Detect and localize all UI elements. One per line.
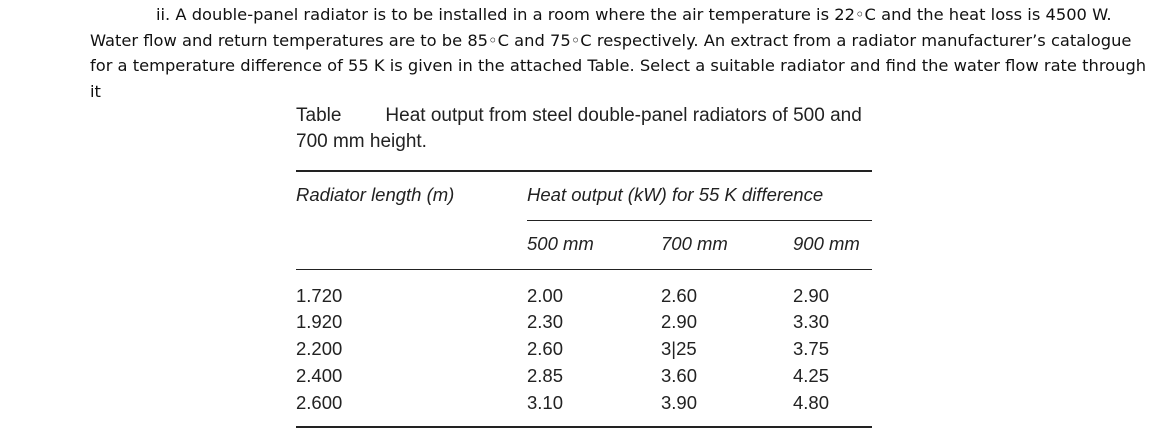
cell-output-700: 3.60 xyxy=(661,365,698,386)
cell-length: 2.200 xyxy=(296,338,343,359)
cell-output-900: 3.75 xyxy=(793,338,830,359)
cell-length: 2.600 xyxy=(296,392,343,413)
cell-output-500: 3.10 xyxy=(527,392,564,413)
cell-output-700: 2.60 xyxy=(661,285,698,306)
table-caption: Table Heat output from steel double-panel… xyxy=(296,103,896,155)
header-bottom-rule xyxy=(296,269,872,270)
cell-output-900: 4.25 xyxy=(793,365,830,386)
cell-output-700: 3|25 xyxy=(661,338,697,359)
header-radiator-length: Radiator length (m) xyxy=(296,184,455,205)
cell-output-500: 2.00 xyxy=(527,285,564,306)
header-sub-rule xyxy=(527,220,872,221)
cell-output-500: 2.85 xyxy=(527,365,564,386)
cell-output-900: 3.30 xyxy=(793,311,830,332)
cell-output-900: 2.90 xyxy=(793,285,830,306)
table-top-rule xyxy=(296,170,872,172)
table-caption-text: Heat output from steel double-panel radi… xyxy=(296,105,862,152)
subheader-500mm: 500 mm xyxy=(527,233,594,254)
question-text: ii. A double-panel radiator is to be ins… xyxy=(90,5,1147,101)
subheader-900mm: 900 mm xyxy=(793,233,860,254)
cell-length: 1.920 xyxy=(296,311,343,332)
table-label: Table xyxy=(296,105,342,126)
cell-output-700: 2.90 xyxy=(661,311,698,332)
cell-length: 2.400 xyxy=(296,365,343,386)
header-heat-output: Heat output (kW) for 55 K difference xyxy=(527,184,824,205)
table-bottom-rule xyxy=(296,426,872,428)
cell-output-500: 2.60 xyxy=(527,338,564,359)
cell-output-500: 2.30 xyxy=(527,311,564,332)
cell-output-900: 4.80 xyxy=(793,392,830,413)
cell-output-700: 3.90 xyxy=(661,392,698,413)
cell-length: 1.720 xyxy=(296,285,343,306)
subheader-700mm: 700 mm xyxy=(661,233,728,254)
